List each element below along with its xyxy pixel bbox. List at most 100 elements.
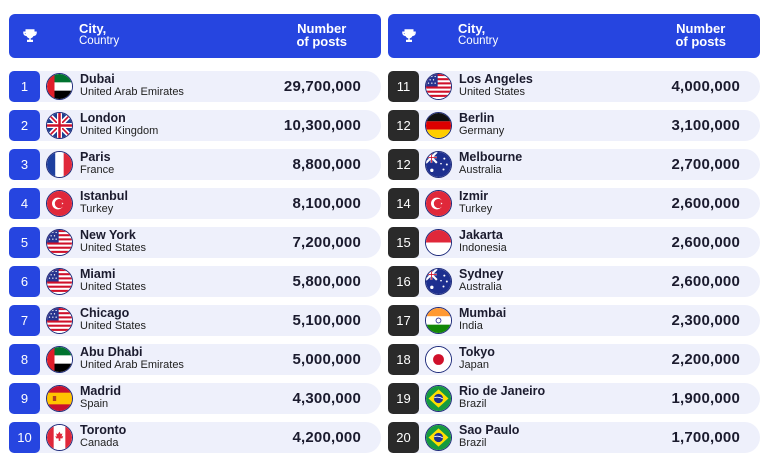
header-city-country: City, Country (458, 22, 498, 48)
rank-badge: 5 (9, 227, 40, 258)
city-block: Chicago United States (80, 307, 146, 333)
turkey-flag-icon (46, 190, 73, 217)
trophy-icon (23, 29, 37, 42)
ranking-row: 4 Istanbul Turkey 8,100,000 (9, 188, 381, 219)
city-block: Berlin Germany (459, 112, 504, 138)
australia-flag-icon (425, 151, 452, 178)
posts-count: 5,100,000 (292, 312, 361, 329)
country-name: India (459, 320, 483, 332)
indonesia-flag-icon (425, 229, 452, 256)
country-name: Japan (459, 359, 489, 371)
france-flag-icon (46, 151, 73, 178)
posts-count: 2,700,000 (671, 156, 740, 173)
posts-count: 1,900,000 (671, 390, 740, 407)
city-name: Dubai (80, 72, 115, 86)
country-name: Australia (459, 281, 502, 293)
ranking-row: 12 Melbourne Australia 2,700,000 (388, 149, 760, 180)
city-block: Miami United States (80, 268, 146, 294)
ranking-row: 18 Tokyo Japan 2,200,000 (388, 344, 760, 375)
rank-badge: 6 (9, 266, 40, 297)
city-name: Paris (80, 150, 111, 164)
country-name: United States (80, 242, 147, 254)
rank-badge: 1 (9, 71, 40, 102)
city-name: Istanbul (80, 189, 128, 203)
city-name: Chicago (80, 306, 130, 320)
city-name: New York (80, 228, 136, 242)
ranking-row: 12 Berlin Germany 3,100,000 (388, 110, 760, 141)
turkey-flag-icon (425, 190, 452, 217)
rank-badge: 17 (388, 305, 419, 336)
city-block: Madrid Spain (80, 385, 121, 411)
city-name: Izmir (459, 189, 489, 203)
city-block: Sydney Australia (459, 268, 503, 294)
ranking-row: 8 Abu Dhabi United Arab Emirates 5,000,000 (9, 344, 381, 375)
rank-badge: 12 (388, 110, 419, 141)
city-block: London United Kingdom (80, 112, 158, 138)
posts-count: 4,300,000 (292, 390, 361, 407)
country-name: Indonesia (459, 242, 507, 254)
rank-badge: 19 (388, 383, 419, 414)
header-city-country: City, Country (79, 22, 119, 48)
rank-badge: 16 (388, 266, 419, 297)
rank-badge: 15 (388, 227, 419, 258)
rank-badge: 2 (9, 110, 40, 141)
city-name: Sydney (459, 267, 504, 281)
usa-flag-icon (425, 73, 452, 100)
country-name: Spain (80, 398, 109, 410)
posts-count: 2,600,000 (671, 195, 740, 212)
left-column: City, Country Number of posts 1 Dubai Unit… (9, 14, 381, 461)
header-city-label: City, (458, 21, 486, 36)
rank-badge: 18 (388, 344, 419, 375)
posts-count: 4,000,000 (671, 78, 740, 95)
uae-flag-icon (46, 346, 73, 373)
city-name: Sao Paulo (459, 423, 520, 437)
country-name: France (80, 164, 115, 176)
posts-count: 5,800,000 (292, 273, 361, 290)
rank-badge: 12 (388, 149, 419, 180)
rank-badge: 9 (9, 383, 40, 414)
city-name: Mumbai (459, 306, 507, 320)
city-name: Melbourne (459, 150, 523, 164)
country-name: Turkey (80, 203, 114, 215)
posts-count: 2,600,000 (671, 273, 740, 290)
posts-count: 2,600,000 (671, 234, 740, 251)
table-header: City, Country Number of posts (388, 14, 760, 58)
city-block: Rio de Janeiro Brazil (459, 385, 545, 411)
country-name: United States (80, 320, 147, 332)
ranking-row: 1 Dubai United Arab Emirates 29,700,000 (9, 71, 381, 102)
city-block: Melbourne Australia (459, 151, 522, 177)
posts-count: 8,800,000 (292, 156, 361, 173)
spain-flag-icon (46, 385, 73, 412)
japan-flag-icon (425, 346, 452, 373)
city-block: Istanbul Turkey (80, 190, 128, 216)
ranking-row: 14 Izmir Turkey 2,600,000 (388, 188, 760, 219)
uae-flag-icon (46, 73, 73, 100)
country-name: United Arab Emirates (80, 86, 184, 98)
country-name: Turkey (459, 203, 493, 215)
ranking-row: 15 Jakarta Indonesia 2,600,000 (388, 227, 760, 258)
city-block: Jakarta Indonesia (459, 229, 507, 255)
city-name: Jakarta (459, 228, 503, 242)
country-name: United Kingdom (80, 125, 159, 137)
posts-count: 7,200,000 (292, 234, 361, 251)
rank-badge: 4 (9, 188, 40, 219)
city-block: Tokyo Japan (459, 346, 495, 372)
ranking-row: 10 Toronto Canada 4,200,000 (9, 422, 381, 453)
city-name: Los Angeles (459, 72, 533, 86)
city-block: Dubai United Arab Emirates (80, 73, 184, 99)
rank-badge: 8 (9, 344, 40, 375)
canada-flag-icon (46, 424, 73, 451)
ranking-row: 19 Rio de Janeiro Brazil 1,900,000 (388, 383, 760, 414)
country-name: Brazil (459, 437, 487, 449)
rank-badge: 11 (388, 71, 419, 102)
posts-count: 3,100,000 (671, 117, 740, 134)
rank-badge: 7 (9, 305, 40, 336)
rows-right: 11 Los Angeles United States 4,000,000 12 Ber… (388, 71, 760, 453)
city-name: Rio de Janeiro (459, 384, 546, 398)
header-posts: Number of posts (675, 22, 726, 48)
usa-flag-icon (46, 307, 73, 334)
city-name: Miami (80, 267, 116, 281)
usa-flag-icon (46, 229, 73, 256)
city-name: Abu Dhabi (80, 345, 143, 359)
